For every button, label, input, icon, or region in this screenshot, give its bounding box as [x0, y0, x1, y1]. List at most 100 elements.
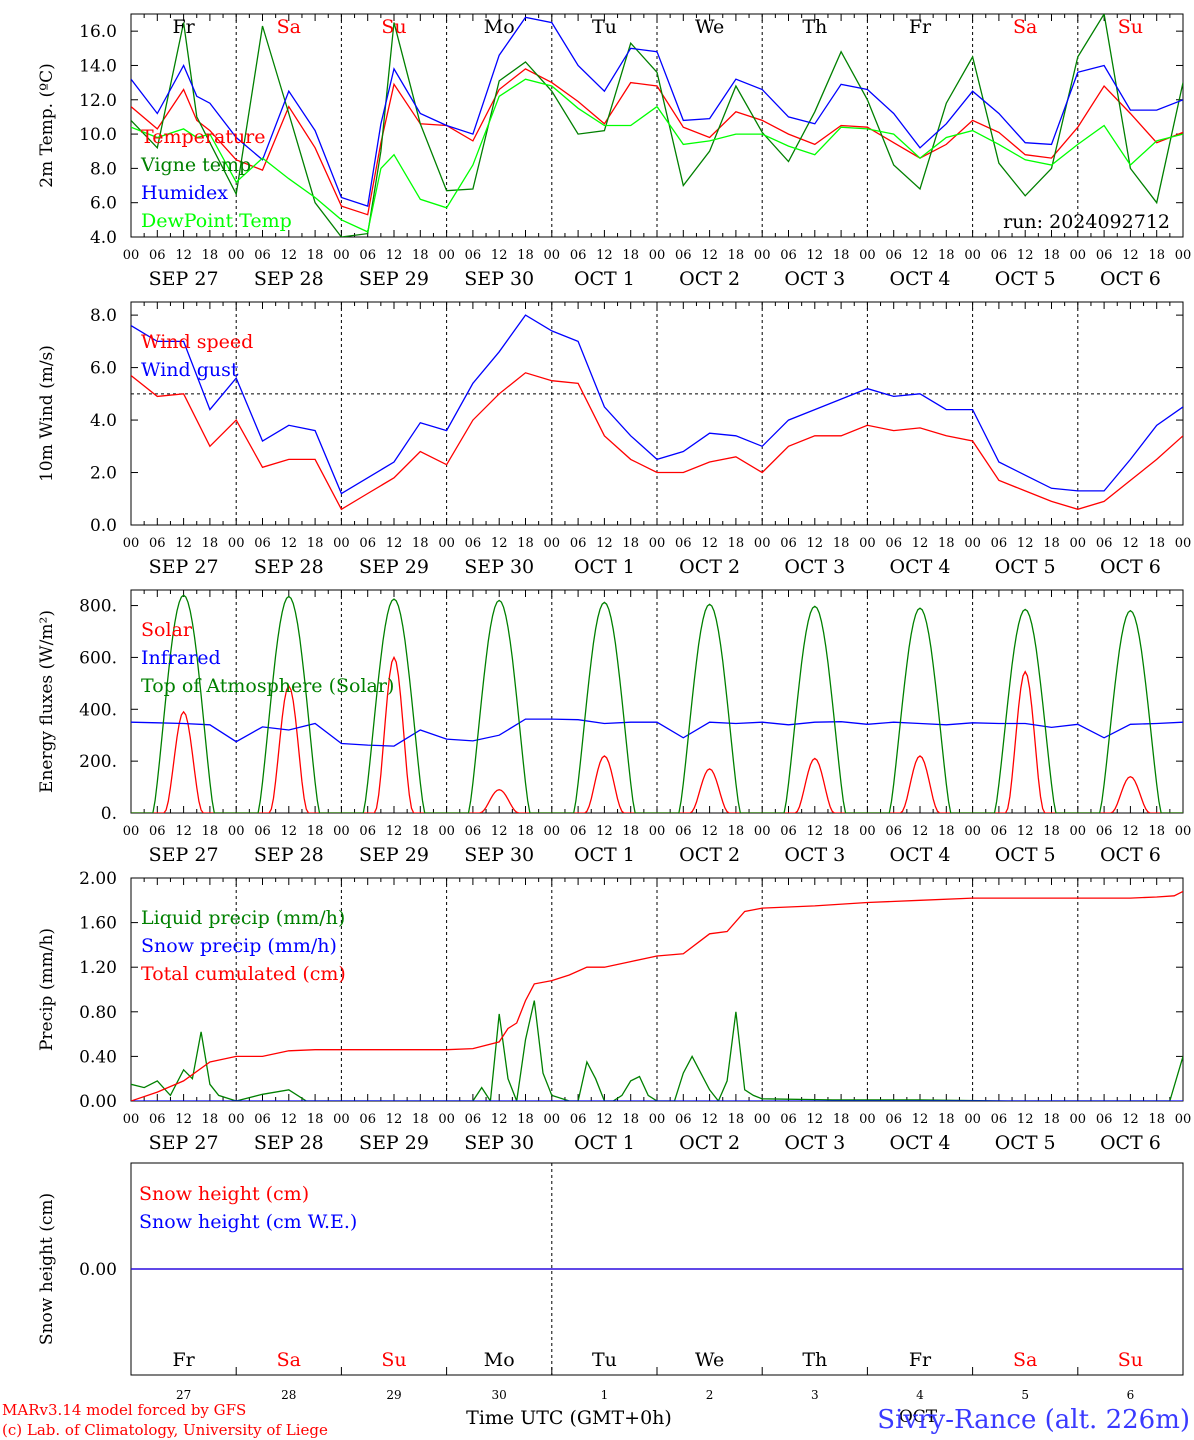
- date-label: SEP 28: [254, 556, 324, 578]
- y-tick-label: 1.20: [79, 958, 117, 978]
- date-label: SEP 29: [359, 556, 429, 578]
- hour-tick-label: 00: [754, 1112, 771, 1127]
- hour-tick-label: 00: [544, 1112, 561, 1127]
- hour-tick-label: 06: [570, 1112, 587, 1127]
- hour-tick-label: 00: [1175, 824, 1192, 839]
- hour-tick-label: 00: [1070, 248, 1087, 263]
- y-tick-label: 600.: [79, 648, 117, 668]
- hour-tick-label: 12: [807, 1112, 824, 1127]
- hour-tick-label: 00: [544, 536, 561, 551]
- hour-tick-label: 18: [833, 824, 850, 839]
- date-label: OCT 5: [995, 1132, 1056, 1154]
- y-tick-label: 800.: [79, 597, 117, 617]
- date-label: SEP 28: [254, 1132, 324, 1154]
- date-label: OCT 5: [995, 844, 1056, 866]
- run-annotation: run: 2024092712: [1003, 211, 1170, 233]
- hour-tick-label: 06: [885, 248, 902, 263]
- panel-4: 0.00 0.40 0.80 1.20 1.60 2.00 Precip (mm/h) Liq…: [37, 869, 1191, 1154]
- hour-tick-label: 12: [596, 1112, 613, 1127]
- hour-tick-label: 00: [754, 248, 771, 263]
- panel-2: 0.0 2.0 4.0 6.0 8.0 10m Wind (m/s) Wind speed W…: [37, 301, 1191, 578]
- hour-tick-label: 06: [570, 536, 587, 551]
- hour-tick-label: 12: [1017, 1112, 1034, 1127]
- weekday-label: Sa: [277, 16, 301, 38]
- series-line-3: [131, 78, 1183, 233]
- hour-tick-label: 00: [438, 824, 455, 839]
- hour-tick-label: 00: [228, 824, 245, 839]
- date-label: OCT 1: [574, 268, 635, 290]
- weekday-label: Su: [1118, 16, 1143, 38]
- series-line-0: [131, 655, 1183, 813]
- hour-tick-label: 00: [1070, 536, 1087, 551]
- series-line-1: [131, 314, 1183, 495]
- hour-tick-label: 06: [675, 824, 692, 839]
- y-tick-label: 10.0: [79, 125, 117, 145]
- date-label: OCT 4: [890, 844, 951, 866]
- date-label: SEP 29: [359, 268, 429, 290]
- hour-tick-label: 18: [1148, 536, 1165, 551]
- weekday-label-bottom: Th: [802, 1349, 827, 1371]
- hour-tick-label: 12: [807, 824, 824, 839]
- series-line-2: [131, 594, 1183, 813]
- hour-tick-label: 06: [359, 1112, 376, 1127]
- hour-tick-label: 18: [1043, 1112, 1060, 1127]
- date-label: OCT 6: [1100, 1132, 1161, 1154]
- hour-tick-label: 18: [517, 824, 534, 839]
- y-tick-label: 16.0: [79, 22, 117, 42]
- hour-tick-label: 00: [228, 1112, 245, 1127]
- y-axis-label: 10m Wind (m/s): [37, 345, 57, 482]
- hour-tick-label: 06: [359, 824, 376, 839]
- hour-tick-label: 06: [780, 248, 797, 263]
- hour-tick-label: 18: [307, 824, 324, 839]
- date-label: SEP 28: [254, 268, 324, 290]
- weekday-label: Th: [802, 16, 827, 38]
- day-number-label: 4: [916, 1388, 924, 1402]
- hour-tick-label: 06: [885, 536, 902, 551]
- hour-tick-label: 12: [1017, 536, 1034, 551]
- date-label: OCT 1: [574, 1132, 635, 1154]
- hour-tick-label: 12: [386, 824, 403, 839]
- hour-tick-label: 12: [491, 824, 508, 839]
- hour-tick-label: 12: [386, 1112, 403, 1127]
- hour-tick-label: 00: [859, 824, 876, 839]
- series-group: [131, 890, 1183, 1101]
- hour-tick-label: 00: [754, 536, 771, 551]
- hour-tick-label: 12: [807, 536, 824, 551]
- hour-tick-label: 06: [254, 536, 271, 551]
- hour-tick-label: 12: [281, 536, 298, 551]
- hour-tick-label: 06: [885, 824, 902, 839]
- hour-tick-label: 12: [386, 536, 403, 551]
- hour-tick-label: 06: [991, 824, 1008, 839]
- hour-tick-label: 12: [807, 248, 824, 263]
- weekday-label-bottom: Su: [1118, 1349, 1143, 1371]
- series-line-0: [131, 372, 1183, 511]
- hour-tick-label: 00: [333, 248, 350, 263]
- weekday-label-bottom: Sa: [1013, 1349, 1037, 1371]
- hour-tick-label: 12: [1122, 536, 1139, 551]
- hour-tick-label: 18: [622, 248, 639, 263]
- hour-tick-label: 12: [912, 248, 929, 263]
- date-label: SEP 27: [149, 1132, 219, 1154]
- hour-tick-label: 06: [359, 248, 376, 263]
- y-tick-label: 400.: [79, 700, 117, 720]
- weekday-label-bottom: We: [695, 1349, 724, 1371]
- hour-tick-label: 18: [833, 248, 850, 263]
- weekday-label-bottom: Sa: [277, 1349, 301, 1371]
- hour-tick-label: 12: [1122, 824, 1139, 839]
- hour-tick-label: 00: [333, 536, 350, 551]
- hour-tick-label: 18: [728, 536, 745, 551]
- y-tick-label: 0.00: [79, 1260, 117, 1280]
- hour-tick-label: 18: [1148, 824, 1165, 839]
- date-label: OCT 4: [890, 268, 951, 290]
- hour-tick-label: 00: [333, 1112, 350, 1127]
- y-tick-label: 1.60: [79, 914, 117, 934]
- hour-tick-label: 18: [517, 248, 534, 263]
- hour-tick-label: 18: [938, 1112, 955, 1127]
- plot-frame: [130, 13, 1184, 238]
- legend-entry: Infrared: [141, 647, 221, 669]
- hour-tick-label: 00: [649, 536, 666, 551]
- date-label: SEP 30: [464, 556, 534, 578]
- series-line-1: [131, 718, 1183, 747]
- hour-tick-label: 06: [254, 248, 271, 263]
- hour-tick-label: 18: [728, 1112, 745, 1127]
